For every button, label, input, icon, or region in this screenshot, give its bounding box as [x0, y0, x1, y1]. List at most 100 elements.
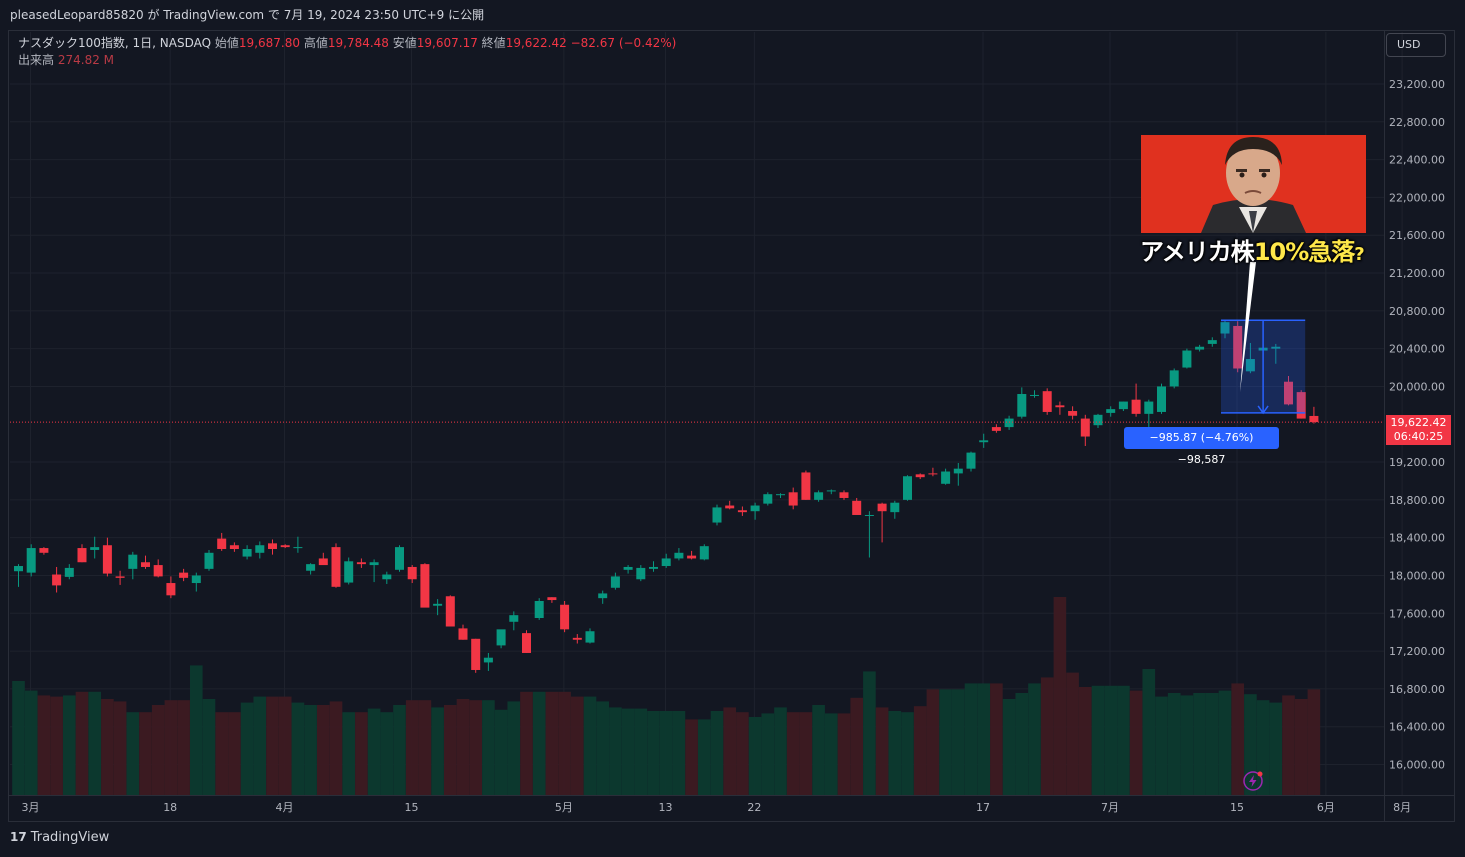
candle — [344, 557, 354, 585]
price-tick-label: 21,600.00 — [1389, 229, 1445, 242]
candle-body — [839, 492, 849, 498]
candle-body — [750, 505, 760, 512]
last-price-tag: 19,622.42 06:40:25 — [1386, 415, 1451, 445]
candle — [1195, 344, 1205, 352]
volume-bar — [1193, 693, 1206, 795]
candle-body — [852, 500, 862, 515]
candle-body — [1030, 394, 1039, 396]
candle — [1042, 388, 1052, 415]
volume-bar — [507, 701, 521, 795]
volume-label[interactable]: 出来高 — [18, 53, 55, 67]
candle — [1284, 376, 1293, 406]
candle — [1093, 413, 1103, 429]
volume-bar — [75, 691, 89, 795]
volume-bar — [926, 689, 940, 795]
price-tick-label: 20,000.00 — [1389, 380, 1445, 393]
volume-bar — [748, 717, 762, 795]
thumbnail-caption: アメリカ株10%急落? — [1140, 232, 1365, 267]
candle-body — [407, 566, 417, 580]
candle-body — [585, 631, 595, 643]
volume-bar — [1142, 669, 1156, 795]
candle-body — [903, 476, 912, 500]
candle-body — [115, 576, 125, 578]
candle — [1080, 414, 1090, 446]
volume-bar — [228, 712, 241, 795]
candle — [483, 652, 493, 671]
candle-body — [572, 637, 582, 640]
candle — [369, 559, 379, 583]
candle — [534, 598, 544, 620]
candle-body — [52, 574, 62, 586]
time-tick-label: 7月 — [1101, 801, 1119, 814]
candle — [826, 489, 836, 495]
volume-bar — [12, 681, 25, 795]
price-tick-label: 22,400.00 — [1389, 154, 1445, 167]
candle — [966, 451, 976, 472]
price-tick-label: 22,000.00 — [1389, 191, 1445, 204]
candle-body — [204, 552, 214, 569]
volume-bar — [405, 700, 419, 795]
candle — [166, 576, 176, 599]
volume-bar — [1294, 699, 1308, 795]
price-tick-label: 17,200.00 — [1389, 645, 1445, 658]
candle-body — [1195, 346, 1205, 350]
candle — [585, 628, 595, 644]
candle — [1030, 390, 1039, 398]
volume-legend: 出来高 274.82 M — [18, 51, 114, 68]
tradingview-logo[interactable]: 17 TradingView — [10, 830, 109, 845]
candle-body — [496, 629, 506, 646]
candle-body — [255, 545, 265, 553]
time-tick-label: 13 — [659, 801, 673, 814]
candle-body — [610, 576, 620, 588]
time-axis: 3月 18 4月 15 5月 13 22 6月 17 7月 15 8月 — [8, 795, 1455, 814]
brand-name: TradingView — [30, 830, 110, 845]
candle-body — [814, 492, 824, 500]
price-tick-label: 19,200.00 — [1389, 456, 1445, 469]
candle-body — [979, 440, 989, 443]
candle-body — [1042, 391, 1052, 412]
candle-body — [763, 494, 773, 504]
candle-body — [1118, 401, 1128, 410]
candle-body — [242, 549, 252, 557]
volume-bar — [1155, 696, 1168, 795]
candle-body — [293, 547, 303, 549]
volume-bar — [1206, 693, 1219, 795]
candle — [788, 487, 798, 510]
candle-body — [509, 615, 519, 622]
candle — [712, 504, 722, 526]
candle — [128, 551, 138, 580]
candle-body — [737, 510, 747, 513]
volume-bar — [1028, 683, 1041, 795]
candle-body — [229, 545, 239, 550]
candle — [153, 559, 163, 578]
caption-part2: 10%急落 — [1253, 238, 1355, 266]
volume-bar — [88, 691, 101, 795]
volume-bars — [12, 597, 1321, 795]
candle-body — [966, 452, 976, 469]
candle-body — [1233, 325, 1243, 369]
currency-button[interactable]: USD — [1386, 33, 1446, 57]
low-label: 安値 — [392, 36, 417, 50]
price-tick-label: 21,200.00 — [1389, 267, 1445, 280]
volume-bar — [278, 696, 292, 795]
volume-value: 274.82 M — [57, 53, 114, 67]
candle-body — [1296, 392, 1306, 419]
candle-body — [420, 564, 430, 608]
volume-bar — [1180, 695, 1194, 795]
candle-body — [547, 597, 557, 601]
volume-bar — [482, 700, 495, 795]
candle-body — [699, 546, 709, 560]
price-tick-label: 20,400.00 — [1389, 343, 1445, 356]
caption-part1: アメリカ株 — [1140, 238, 1255, 266]
candle-body — [636, 567, 646, 580]
price-tick-label: 18,800.00 — [1389, 494, 1445, 507]
candle — [64, 564, 74, 580]
lightning-icon[interactable] — [1242, 770, 1264, 792]
publish-info-text: pleasedLeopard85820 が TradingView.com で … — [10, 8, 485, 22]
candle-body — [560, 604, 570, 630]
symbol-label[interactable]: ナスダック100指数, 1日, NASDAQ — [18, 36, 212, 50]
change-value: −82.67 (−0.42%) — [570, 36, 677, 50]
candle — [1233, 321, 1243, 373]
price-tick-label: 18,000.00 — [1389, 569, 1445, 582]
